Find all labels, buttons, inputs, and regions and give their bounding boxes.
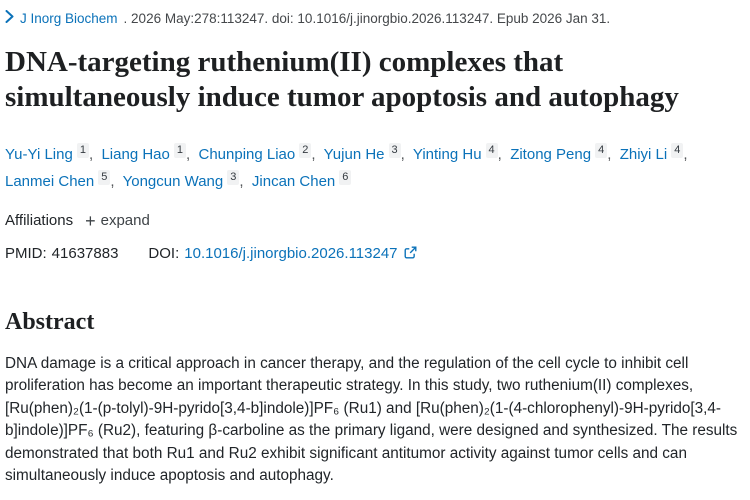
author-separator: ,	[311, 146, 320, 163]
chevron-right-icon	[5, 9, 14, 29]
abstract-text: DNA damage is a critical approach in can…	[5, 355, 738, 462]
article-title: DNA-targeting ruthenium(II) complexes th…	[5, 46, 679, 113]
author-link[interactable]: Zitong Peng	[510, 146, 592, 163]
doi-label: DOI:	[148, 245, 180, 262]
author-link[interactable]: Yu-Yi Ling	[5, 146, 73, 163]
doi-link[interactable]: 10.1016/j.jinorgbio.2026.113247	[184, 242, 416, 266]
author-separator: ,	[110, 173, 119, 190]
author: Yujun He 3,	[323, 143, 409, 163]
affiliations-label: Affiliations	[5, 212, 74, 229]
author-affiliation-sup[interactable]: 3	[388, 143, 401, 158]
author-affiliation-sup[interactable]: 4	[595, 143, 608, 158]
authors-list: Yu-Yi Ling 1, Liang Hao 1, Chunping Liao 2,…	[5, 141, 745, 195]
abstract-paragraph: DNA damage is a critical approach in can…	[5, 353, 745, 487]
author-affiliation-sup[interactable]: 2	[299, 143, 312, 158]
author: Yinting Hu 4,	[412, 143, 507, 163]
plus-icon: +	[85, 211, 96, 231]
abstract-heading: Abstract	[5, 309, 95, 335]
author-separator: ,	[497, 146, 507, 163]
author-link[interactable]: Chunping Liao	[198, 146, 296, 163]
author-affiliation-sup[interactable]: 1	[173, 143, 186, 158]
author-separator: ,	[88, 146, 98, 163]
author-link[interactable]: Zhiyi Li	[619, 146, 668, 163]
author: Yu-Yi Ling 1,	[5, 143, 98, 163]
pmid-label: PMID:	[5, 245, 47, 262]
author-link[interactable]: Lanmei Chen	[5, 173, 95, 190]
author: Yongcun Wang 3,	[122, 170, 248, 190]
author-separator: ,	[185, 146, 195, 163]
author: Jincan Chen 6	[251, 170, 352, 190]
identifiers-row: PMID: 41637883 DOI: 10.1016/j.jinorgbio.…	[5, 242, 745, 266]
author-affiliation-sup[interactable]: 4	[485, 143, 498, 158]
author: Chunping Liao 2,	[198, 143, 320, 163]
author: Liang Hao 1,	[101, 143, 195, 163]
author-separator: ,	[400, 146, 409, 163]
citation-meta: . 2026 May:278:113247. doi: 10.1016/j.ji…	[123, 10, 611, 26]
pmid-value: 41637883	[51, 245, 119, 262]
author-separator: ,	[607, 146, 616, 163]
external-link-icon	[404, 244, 417, 266]
journal-name-link[interactable]: J Inorg Biochem	[20, 10, 118, 26]
author-affiliation-sup[interactable]: 6	[339, 170, 352, 185]
affiliations-expand-button[interactable]: + expand	[85, 210, 150, 232]
author: Zhiyi Li 4,	[619, 143, 692, 163]
citation-line: J Inorg Biochem . 2026 May:278:113247. d…	[5, 8, 745, 29]
author-separator: ,	[239, 173, 248, 190]
author-link[interactable]: Jincan Chen	[251, 173, 336, 190]
author-link[interactable]: Yinting Hu	[412, 146, 482, 163]
article-page: J Inorg Biochem . 2026 May:278:113247. d…	[5, 8, 745, 487]
doi-value: 10.1016/j.jinorgbio.2026.113247	[184, 245, 398, 262]
author: Zitong Peng 4,	[510, 143, 616, 163]
affiliations-row: Affiliations + expand	[5, 210, 745, 232]
doi-group: DOI: 10.1016/j.jinorgbio.2026.113247	[148, 242, 416, 266]
expand-label: expand	[100, 212, 150, 229]
author-separator: ,	[683, 146, 692, 163]
author-link[interactable]: Yujun He	[323, 146, 385, 163]
author-link[interactable]: Liang Hao	[101, 146, 170, 163]
author-affiliation-sup[interactable]: 4	[671, 143, 684, 158]
journal-menu-button[interactable]: J Inorg Biochem	[5, 8, 118, 29]
abstract-text-clipped: antitumor activity against tumor cells a…	[5, 444, 687, 485]
author-affiliation-sup[interactable]: 3	[227, 170, 240, 185]
author-affiliation-sup[interactable]: 1	[76, 143, 89, 158]
author-affiliation-sup[interactable]: 5	[98, 170, 111, 185]
pmid-group: PMID: 41637883	[5, 243, 118, 265]
author: Lanmei Chen 5,	[5, 170, 119, 190]
author-link[interactable]: Yongcun Wang	[122, 173, 224, 190]
